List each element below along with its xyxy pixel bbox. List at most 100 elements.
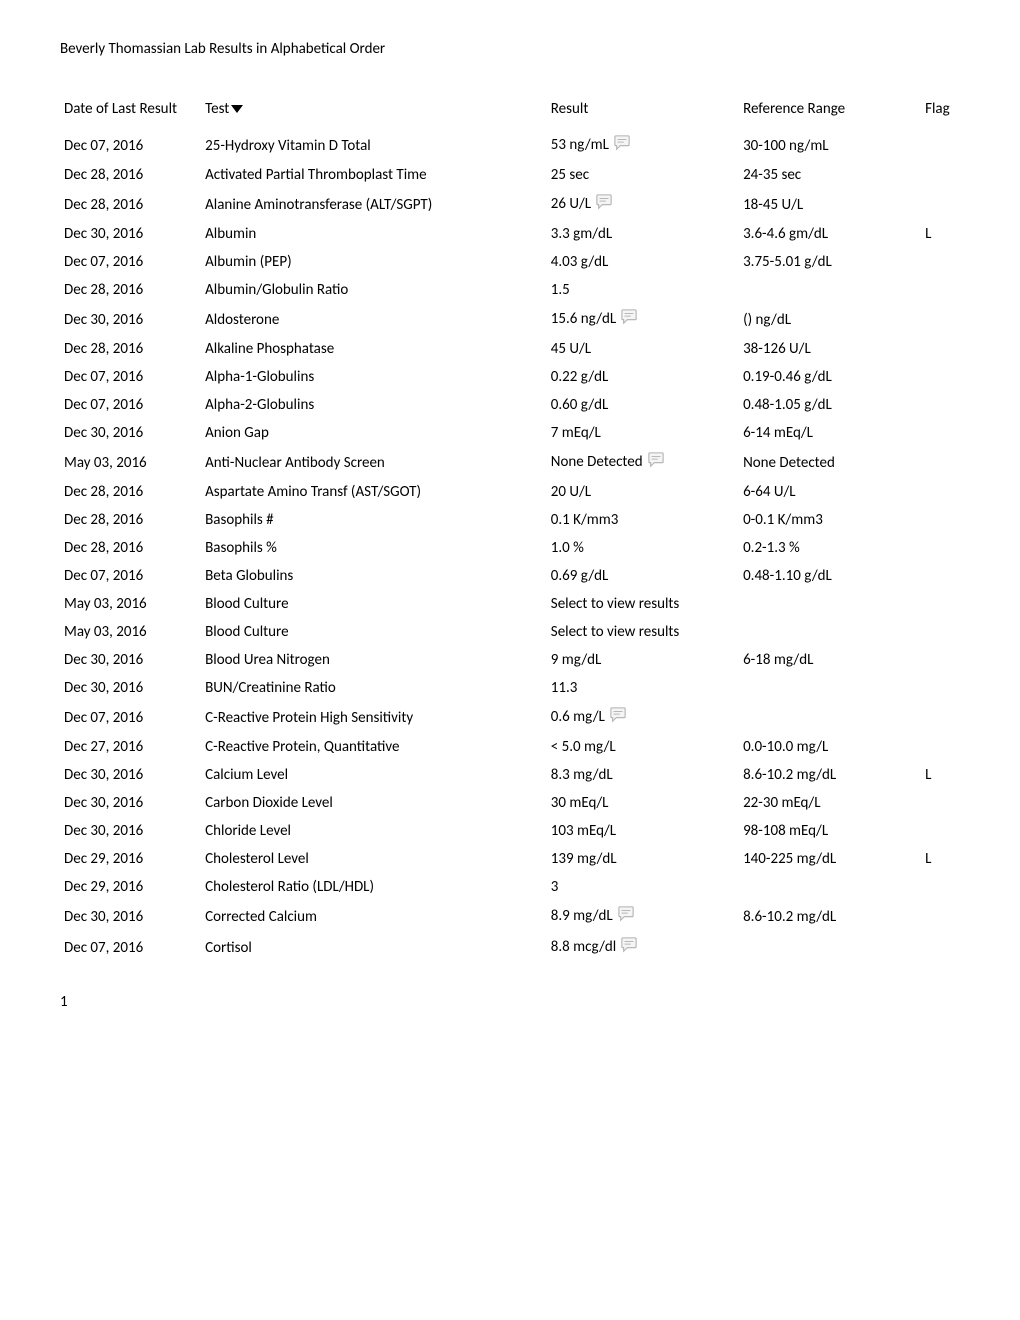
table-row: Dec 30, 2016Corrected Calcium8.9 mg/dL8.… <box>60 901 960 932</box>
result-value: 15.6 ng/dL <box>551 310 616 328</box>
cell-flag <box>921 161 960 189</box>
cell-result: 45 U/L <box>547 335 739 363</box>
cell-flag <box>921 702 960 733</box>
cell-test: C-Reactive Protein High Sensitivity <box>201 702 547 733</box>
cell-reference-range <box>739 276 921 304</box>
cell-reference-range: 8.6-10.2 mg/dL <box>739 761 921 789</box>
cell-test: Carbon Dioxide Level <box>201 789 547 817</box>
cell-test: Albumin <box>201 220 547 248</box>
cell-result: 0.22 g/dL <box>547 363 739 391</box>
cell-reference-range: 6-18 mg/dL <box>739 646 921 674</box>
cell-result: 53 ng/mL <box>547 130 739 161</box>
col-header-flag[interactable]: Flag <box>921 94 960 130</box>
cell-reference-range: 98-108 mEq/L <box>739 817 921 845</box>
cell-flag <box>921 363 960 391</box>
cell-test: Anion Gap <box>201 419 547 447</box>
cell-result: 0.6 mg/L <box>547 702 739 733</box>
cell-result: 3.3 gm/dL <box>547 220 739 248</box>
cell-result: 1.5 <box>547 276 739 304</box>
comment-icon <box>620 309 638 330</box>
cell-result: 9 mg/dL <box>547 646 739 674</box>
cell-result: 3 <box>547 873 739 901</box>
cell-date: May 03, 2016 <box>60 447 201 478</box>
cell-test: Chloride Level <box>201 817 547 845</box>
table-row: Dec 28, 2016Aspartate Amino Transf (AST/… <box>60 478 960 506</box>
result-value: 1.5 <box>551 281 570 299</box>
result-value: 4.03 g/dL <box>551 253 609 271</box>
result-value: 0.22 g/dL <box>551 368 609 386</box>
cell-result: Select to view results <box>547 618 739 646</box>
cell-flag <box>921 335 960 363</box>
cell-flag: L <box>921 761 960 789</box>
cell-reference-range: 0.2-1.3 % <box>739 534 921 562</box>
table-row: Dec 30, 2016Anion Gap7 mEq/L6-14 mEq/L <box>60 419 960 447</box>
cell-result: 139 mg/dL <box>547 845 739 873</box>
cell-test: Cortisol <box>201 932 547 963</box>
table-row: May 03, 2016Blood CultureSelect to view … <box>60 618 960 646</box>
cell-reference-range: 18-45 U/L <box>739 189 921 220</box>
cell-reference-range: 140-225 mg/dL <box>739 845 921 873</box>
col-header-test[interactable]: Test <box>201 94 547 130</box>
cell-date: Dec 27, 2016 <box>60 733 201 761</box>
cell-date: Dec 30, 2016 <box>60 220 201 248</box>
cell-result: 8.9 mg/dL <box>547 901 739 932</box>
cell-flag <box>921 932 960 963</box>
result-value: 3 <box>551 878 559 896</box>
cell-date: Dec 07, 2016 <box>60 130 201 161</box>
table-row: Dec 28, 2016Basophils #0.1 K/mm30-0.1 K/… <box>60 506 960 534</box>
cell-flag <box>921 419 960 447</box>
table-row: Dec 28, 2016Alkaline Phosphatase45 U/L38… <box>60 335 960 363</box>
table-row: Dec 07, 201625-Hydroxy Vitamin D Total53… <box>60 130 960 161</box>
result-value: 0.1 K/mm3 <box>551 511 619 529</box>
cell-flag <box>921 478 960 506</box>
cell-flag <box>921 733 960 761</box>
cell-flag <box>921 618 960 646</box>
cell-reference-range <box>739 590 921 618</box>
cell-reference-range: None Detected <box>739 447 921 478</box>
page-header: Beverly Thomassian Lab Results in Alphab… <box>60 40 960 58</box>
cell-test: Corrected Calcium <box>201 901 547 932</box>
cell-test: Aldosterone <box>201 304 547 335</box>
cell-reference-range: 6-64 U/L <box>739 478 921 506</box>
cell-test: C-Reactive Protein, Quantitative <box>201 733 547 761</box>
cell-date: Dec 28, 2016 <box>60 276 201 304</box>
page-number: 1 <box>60 993 960 1011</box>
result-value: < 5.0 mg/L <box>551 738 616 756</box>
col-header-date[interactable]: Date of Last Result <box>60 94 201 130</box>
result-value: 8.3 mg/dL <box>551 766 613 784</box>
table-row: Dec 28, 2016Basophils %1.0 %0.2-1.3 % <box>60 534 960 562</box>
comment-icon <box>617 906 635 927</box>
cell-flag <box>921 447 960 478</box>
comment-icon <box>613 135 631 156</box>
cell-result: 15.6 ng/dL <box>547 304 739 335</box>
col-header-test-label: Test <box>205 100 229 118</box>
cell-flag <box>921 873 960 901</box>
cell-date: Dec 07, 2016 <box>60 363 201 391</box>
col-header-ref[interactable]: Reference Range <box>739 94 921 130</box>
result-value: 11.3 <box>551 679 578 697</box>
cell-reference-range <box>739 618 921 646</box>
result-value: None Detected <box>551 453 643 471</box>
cell-date: Dec 30, 2016 <box>60 901 201 932</box>
cell-flag <box>921 817 960 845</box>
result-value: 9 mg/dL <box>551 651 602 669</box>
table-row: Dec 30, 2016Albumin3.3 gm/dL3.6-4.6 gm/d… <box>60 220 960 248</box>
cell-date: Dec 07, 2016 <box>60 248 201 276</box>
cell-result: 26 U/L <box>547 189 739 220</box>
cell-test: Anti-Nuclear Antibody Screen <box>201 447 547 478</box>
table-row: Dec 07, 2016Cortisol8.8 mcg/dl <box>60 932 960 963</box>
cell-date: Dec 30, 2016 <box>60 674 201 702</box>
col-header-result[interactable]: Result <box>547 94 739 130</box>
cell-result: < 5.0 mg/L <box>547 733 739 761</box>
cell-date: Dec 30, 2016 <box>60 646 201 674</box>
cell-test: Basophils % <box>201 534 547 562</box>
table-row: Dec 30, 2016BUN/Creatinine Ratio11.3 <box>60 674 960 702</box>
cell-reference-range: 22-30 mEq/L <box>739 789 921 817</box>
cell-result: 7 mEq/L <box>547 419 739 447</box>
cell-reference-range: 8.6-10.2 mg/dL <box>739 901 921 932</box>
cell-date: Dec 30, 2016 <box>60 304 201 335</box>
cell-date: May 03, 2016 <box>60 618 201 646</box>
cell-date: May 03, 2016 <box>60 590 201 618</box>
cell-date: Dec 30, 2016 <box>60 789 201 817</box>
result-value: 25 sec <box>551 166 589 184</box>
